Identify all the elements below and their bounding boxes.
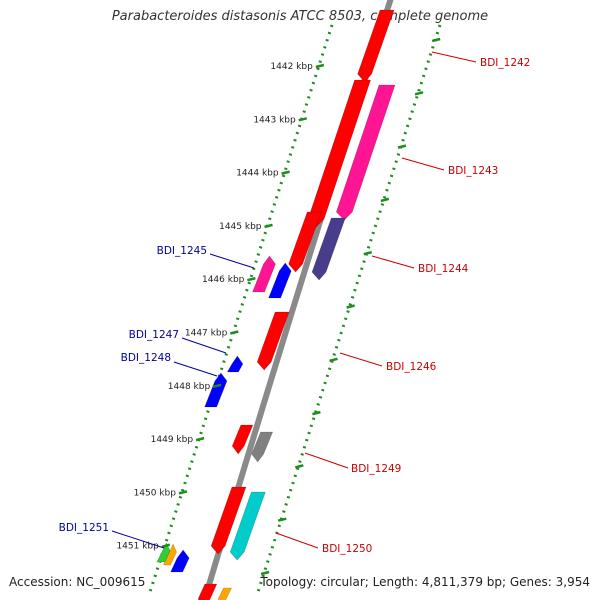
kbp-tick <box>247 276 256 282</box>
gene-label-bdi-1247: BDI_1247 <box>129 329 179 341</box>
kbp-tick <box>212 383 222 389</box>
map-title: Parabacteroides distasonis ATCC 8503, co… <box>111 9 489 24</box>
gene-label-leader <box>275 532 319 549</box>
gene-label-leader <box>181 337 227 354</box>
outer-dot-track <box>256 24 442 593</box>
feature-bdi-1250-b <box>229 491 266 561</box>
kbp-tick <box>178 490 188 495</box>
outer-tick <box>414 91 424 96</box>
feature-bdi-1248 <box>204 372 228 408</box>
kbp-tick-label: 1447 kbp <box>185 329 228 339</box>
gene-label-leader <box>431 51 477 63</box>
outer-tick <box>346 304 355 309</box>
kbp-tick-label: 1445 kbp <box>219 222 262 232</box>
genome-summary-text: Topology: circular; Length: 4,811,379 bp… <box>260 575 590 589</box>
outer-tick <box>312 410 321 416</box>
gene-label-bdi-1248: BDI_1248 <box>121 352 171 364</box>
kbp-tick-label: 1449 kbp <box>151 435 194 445</box>
feature-track <box>156 9 396 600</box>
feature-bdi-1247 <box>226 355 244 373</box>
outer-tick <box>329 357 338 363</box>
kbp-tick <box>281 170 290 175</box>
gene-label-bdi-1246: BDI_1246 <box>386 361 437 373</box>
feature-bdi-1249-a <box>231 424 254 455</box>
gene-label-bdi-1243: BDI_1243 <box>448 165 498 177</box>
kbp-ticks: 1442 kbp 1443 kbp 1444 kbp 1445 kbp 1446 kbp… <box>116 37 441 576</box>
outer-tick <box>295 464 304 469</box>
feature-bdi-1246 <box>256 311 290 371</box>
kbp-tick <box>298 117 308 122</box>
gene-label-bdi-1245: BDI_1245 <box>157 245 207 257</box>
gene-label-leader <box>401 157 445 171</box>
kbp-tick-label: 1446 kbp <box>202 275 245 285</box>
gene-label-bdi-1249: BDI_1249 <box>351 463 401 475</box>
inner-dot-track <box>148 24 334 593</box>
feature-bdi-1249-b <box>251 431 274 463</box>
gene-label-leader <box>339 352 383 367</box>
kbp-tick <box>195 436 205 442</box>
gene-label-bdi-1244: BDI_1244 <box>418 263 469 275</box>
feature-bdi-1251-b <box>162 543 177 566</box>
kbp-tick-label: 1444 kbp <box>236 169 279 179</box>
kbp-tick <box>264 223 273 229</box>
feature-bdi-1242 <box>357 9 395 83</box>
feature-bottom-b <box>217 587 233 600</box>
outer-tick <box>260 570 270 576</box>
feature-bdi-1250-a <box>210 486 247 555</box>
gene-label-bdi-1250: BDI_1250 <box>322 543 372 555</box>
kbp-tick-label: 1450 kbp <box>134 488 177 498</box>
kbp-tick <box>229 330 239 335</box>
feature-bdi-1243-b <box>335 84 396 221</box>
gene-label-bdi-1242: BDI_1242 <box>480 57 530 69</box>
kbp-tick <box>315 63 325 69</box>
feature-bdi-1244-a <box>288 211 322 273</box>
gene-label-leader <box>173 361 218 377</box>
gene-label-bdi-1251: BDI_1251 <box>59 522 109 534</box>
kbp-tick-label: 1443 kbp <box>253 115 296 125</box>
gene-label-leader <box>111 530 165 549</box>
gene-label-leader <box>371 255 415 269</box>
outer-tick <box>363 250 373 256</box>
kbp-tick-label: 1448 kbp <box>168 382 211 392</box>
gene-label-leader <box>209 253 255 269</box>
kbp-tick <box>161 543 171 548</box>
gene-labels: BDI_1242 BDI_1243 BDI_1244 BDI_1245 BDI_1246… <box>59 51 530 555</box>
feature-bdi-1251-c <box>170 549 190 573</box>
accession-text: Accession: NC_009615 <box>9 575 146 589</box>
outer-tick <box>277 517 287 522</box>
feature-bdi-1243-a <box>307 79 372 228</box>
feature-bottom-a <box>197 583 218 600</box>
kbp-tick-label: 1451 kbp <box>116 542 159 552</box>
kbp-tick-label: 1442 kbp <box>270 62 313 72</box>
outer-tick <box>431 37 441 43</box>
outer-tick <box>380 197 390 203</box>
feature-bdi-1245-a <box>252 255 276 293</box>
outer-tick <box>397 144 407 149</box>
feature-bdi-1245-b <box>268 262 292 299</box>
feature-bdi-1244-b <box>311 217 346 281</box>
gene-label-leader <box>304 452 349 469</box>
